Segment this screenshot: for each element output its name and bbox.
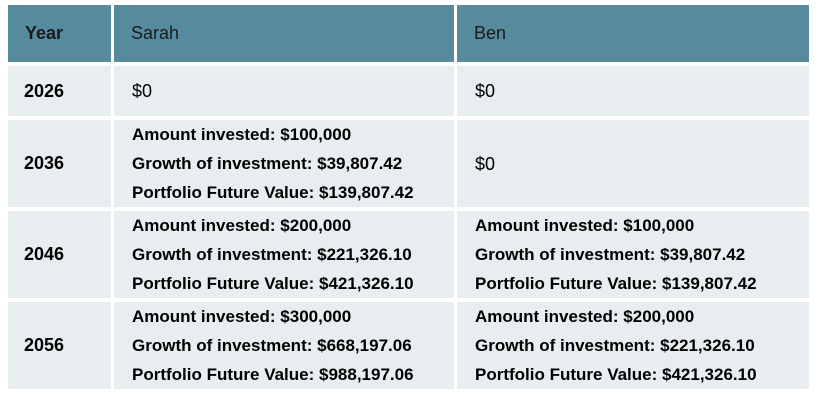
cell-line: $0	[475, 153, 496, 174]
table-row-2046: 2046 Amount invested: $200,000 Growth of…	[8, 211, 809, 298]
sarah-cell-2026: $0	[114, 66, 454, 116]
table-row-2026: 2026 $0 $0	[8, 66, 809, 116]
sarah-cell-2046: Amount invested: $200,000 Growth of inve…	[114, 211, 454, 298]
cell-line: Growth of investment: $221,326.10	[475, 336, 755, 355]
cell-line: Portfolio Future Value: $139,807.42	[132, 183, 414, 202]
cell-line: Growth of investment: $39,807.42	[132, 154, 403, 173]
ben-cell-2056: Amount invested: $200,000 Growth of inve…	[457, 302, 809, 389]
sarah-cell-2036: Amount invested: $100,000 Growth of inve…	[114, 120, 454, 207]
ben-cell-2036: $0	[457, 120, 809, 207]
column-header-ben: Ben	[457, 5, 809, 62]
cell-line: Portfolio Future Value: $421,326.10	[475, 365, 757, 384]
cell-line: $0	[475, 81, 496, 101]
table-header-row: Year Sarah Ben	[8, 5, 809, 62]
column-header-year: Year	[8, 5, 111, 62]
year-cell: 2036	[8, 120, 111, 207]
ben-cell-2046: Amount invested: $100,000 Growth of inve…	[457, 211, 809, 298]
cell-line: Amount invested: $200,000	[475, 307, 695, 326]
column-header-sarah: Sarah	[114, 5, 454, 62]
year-cell: 2056	[8, 302, 111, 389]
ben-cell-2026: $0	[457, 66, 809, 116]
cell-line: Growth of investment: $221,326.10	[132, 245, 412, 264]
cell-line: Portfolio Future Value: $139,807.42	[475, 274, 757, 293]
year-cell: 2046	[8, 211, 111, 298]
table-row-2056: 2056 Amount invested: $300,000 Growth of…	[8, 302, 809, 389]
cell-line: Growth of investment: $668,197.06	[132, 336, 412, 355]
cell-line: Portfolio Future Value: $421,326.10	[132, 274, 414, 293]
cell-line: Amount invested: $100,000	[475, 216, 695, 235]
cell-line: Growth of investment: $39,807.42	[475, 245, 746, 264]
cell-line: Amount invested: $200,000	[132, 216, 352, 235]
comparison-table: Year Sarah Ben 2026 $0 $0 2036 Amount in…	[5, 1, 812, 393]
cell-line: Amount invested: $300,000	[132, 307, 352, 326]
table-row-2036: 2036 Amount invested: $100,000 Growth of…	[8, 120, 809, 207]
cell-line: Amount invested: $100,000	[132, 125, 352, 144]
sarah-cell-2056: Amount invested: $300,000 Growth of inve…	[114, 302, 454, 389]
cell-line: $0	[132, 81, 153, 101]
year-cell: 2026	[8, 66, 111, 116]
cell-line: Portfolio Future Value: $988,197.06	[132, 365, 414, 384]
